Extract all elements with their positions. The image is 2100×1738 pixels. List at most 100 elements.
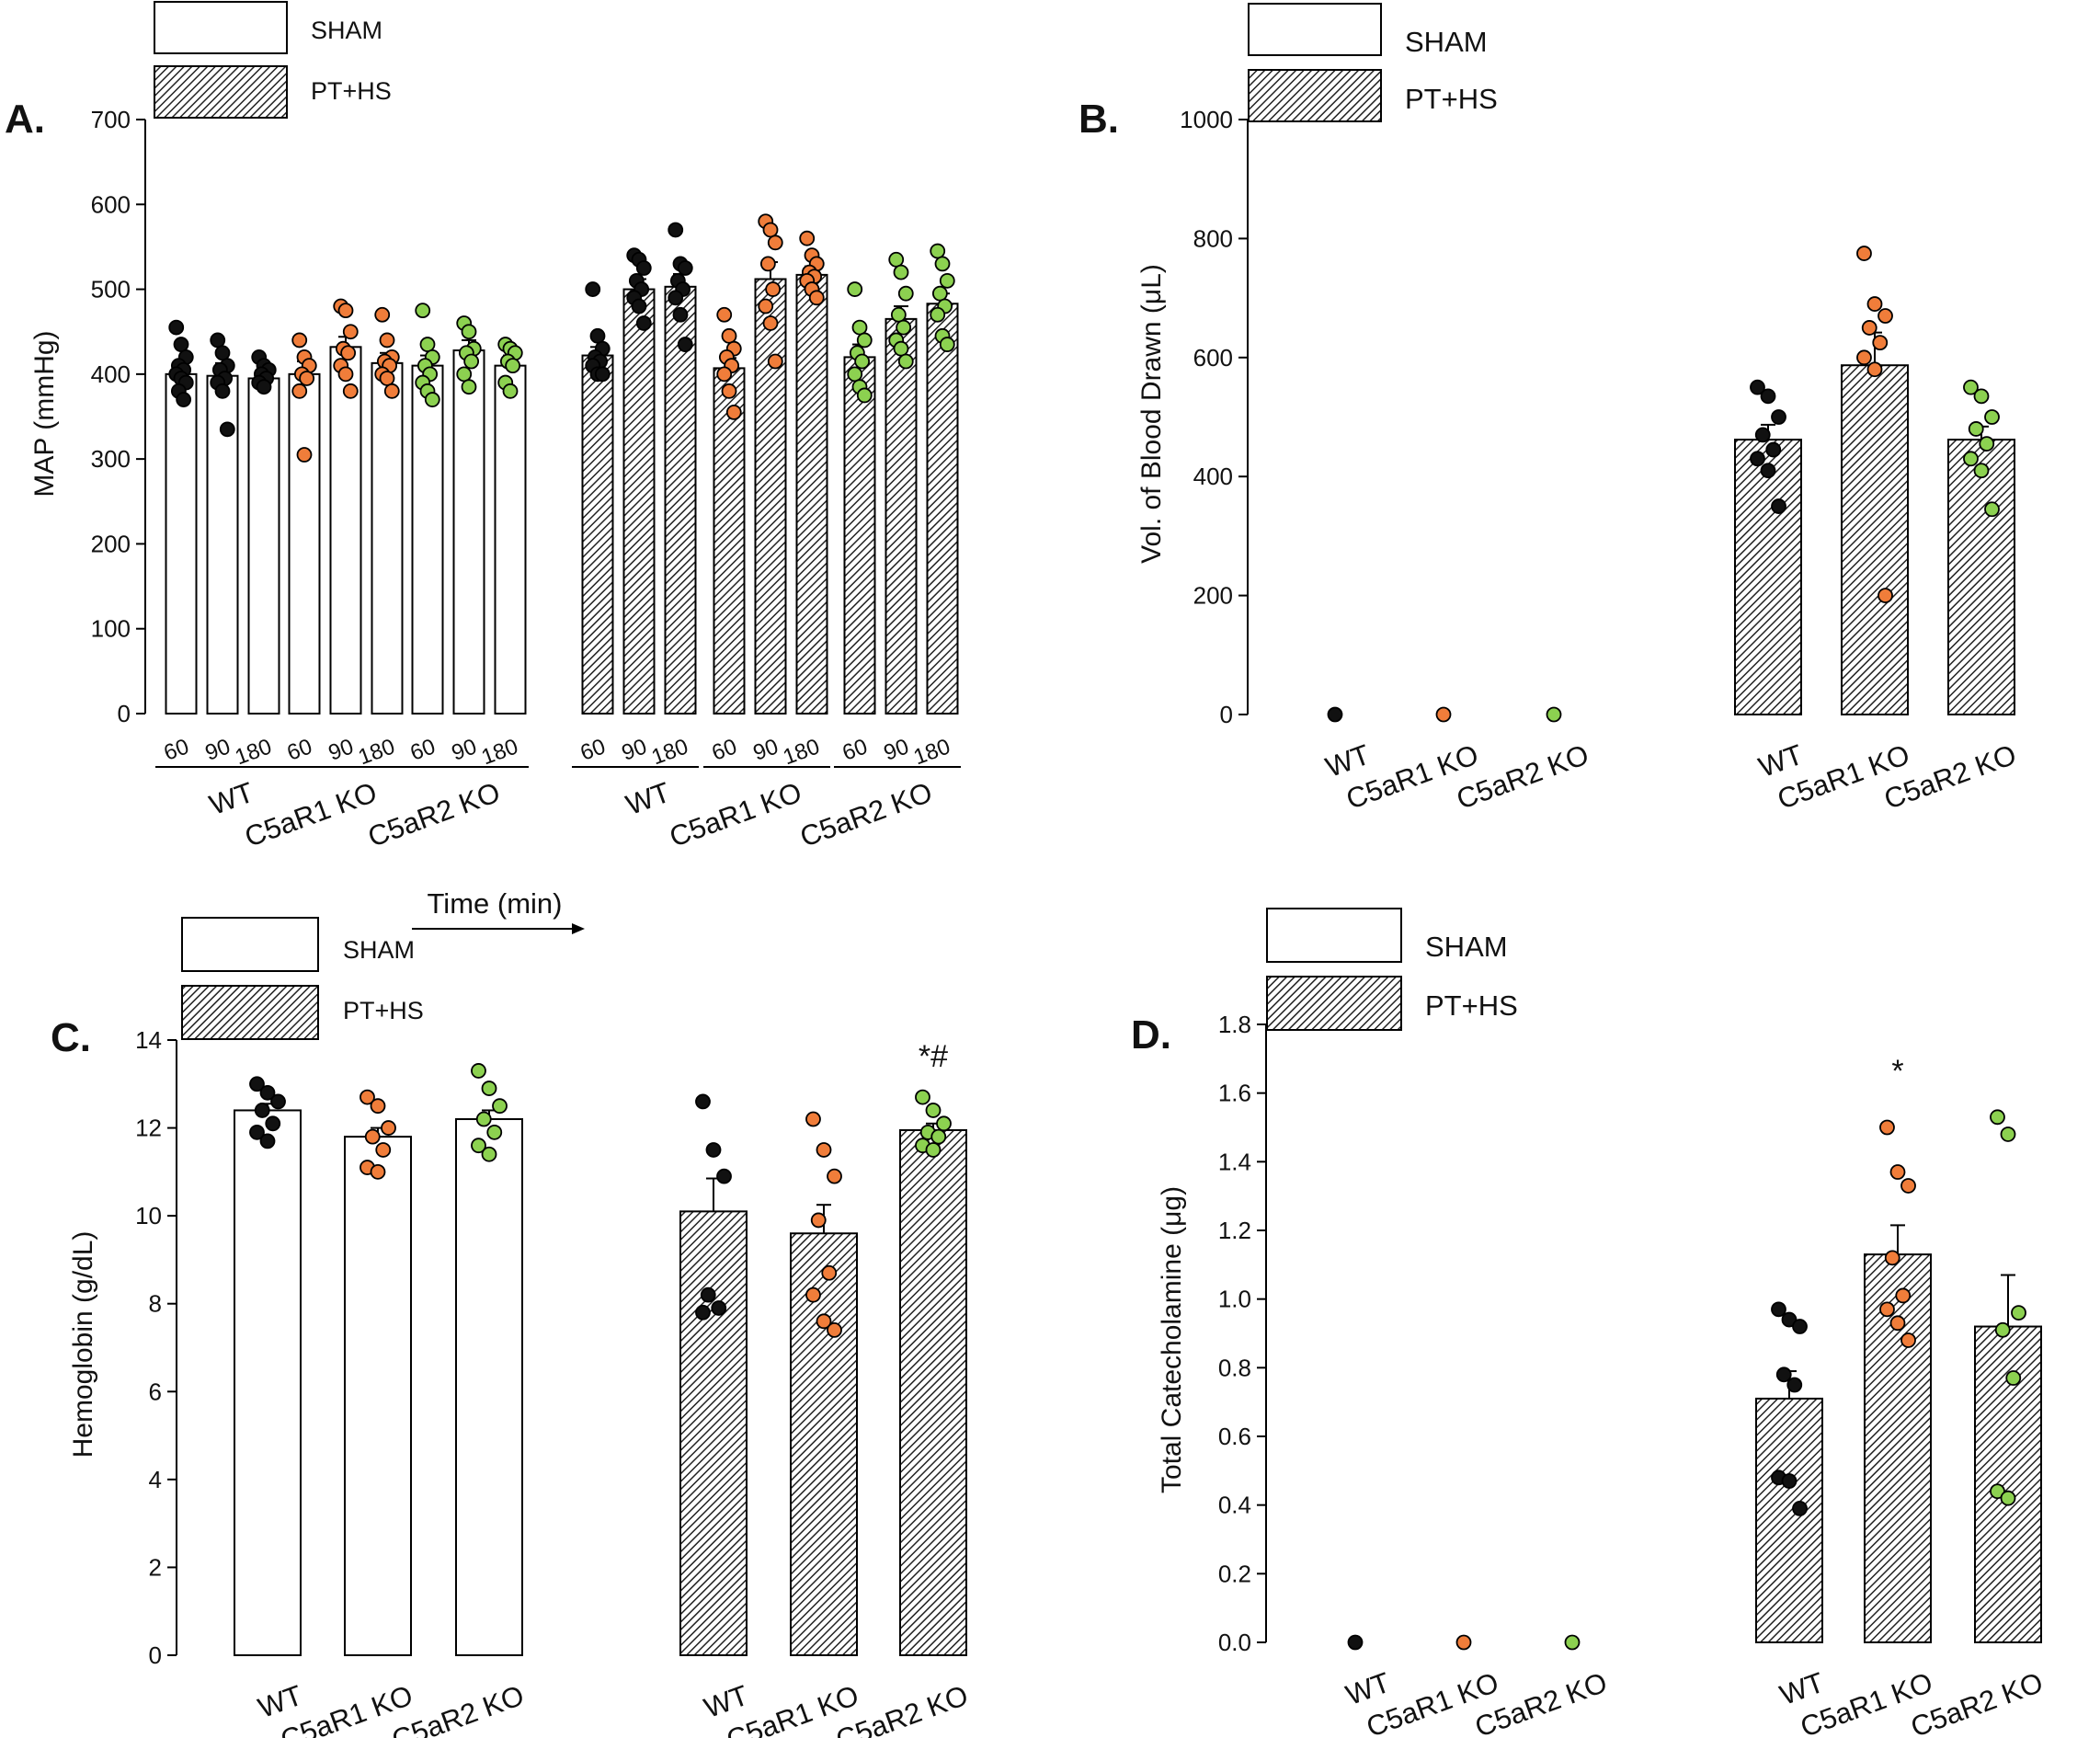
legend-pths-swatch xyxy=(1248,69,1382,122)
point-sham-c5ar2-ko-180 xyxy=(505,358,521,374)
genotype-label-c5ar2-ko: C5aR2 KO xyxy=(364,776,505,853)
bar-sham-c5ar1-ko-60 xyxy=(288,372,321,715)
point-pt-hs-c5ar1-ko xyxy=(816,1313,832,1330)
y-tick-label: 0.4 xyxy=(1218,1492,1251,1519)
point-sham-c5ar1-ko-90 xyxy=(340,345,357,361)
point-pt-hs-c5ar1-ko xyxy=(827,1321,842,1338)
point-sham-wt xyxy=(249,1076,265,1092)
point-sham-c5ar1-ko xyxy=(364,1128,381,1145)
point-sham-c5ar2-ko xyxy=(475,1111,492,1127)
bar-pt-hs-c5ar2-ko xyxy=(1947,439,2015,715)
time-tick-label: 180 xyxy=(648,734,691,770)
y-tick-label: 10 xyxy=(135,1202,162,1229)
point-pt-hs-c5ar2-ko-90 xyxy=(896,319,912,336)
point-pt-hs-wt xyxy=(705,1142,722,1158)
point-pt-hs-c5ar2-ko-180 xyxy=(934,256,951,272)
panel-a-letter: A. xyxy=(5,97,45,142)
panel-b-letter: B. xyxy=(1079,97,1119,142)
point-pt-hs-c5ar1-ko-60 xyxy=(721,327,737,344)
point-pt-hs-c5ar1-ko-90 xyxy=(759,256,776,272)
point-pt-hs-c5ar1-ko-60 xyxy=(716,366,733,383)
panel-a-ylabel: MAP (mmHg) xyxy=(29,330,60,497)
point-pt-hs-c5ar1-ko-90 xyxy=(762,222,779,238)
bar-pt-hs-c5ar1-ko-90 xyxy=(754,278,787,715)
y-tick-label: 1.0 xyxy=(1218,1286,1251,1313)
point-pt-hs-c5ar1-ko xyxy=(1856,246,1872,261)
point-pt-hs-c5ar2-ko-90 xyxy=(893,340,909,357)
point-sham-wt-60 xyxy=(173,337,189,352)
point-sham-c5ar2-ko-90 xyxy=(461,379,477,395)
point-sham-c5ar2-ko xyxy=(486,1124,503,1140)
point-pt-hs-c5ar2-ko xyxy=(915,1089,930,1105)
point-sham-c5ar2-ko xyxy=(471,1138,486,1154)
point-sham-c5ar1-ko xyxy=(381,1120,396,1136)
bar-pt-hs-c5ar2-ko-180 xyxy=(926,303,959,715)
bar-pt-hs-c5ar2-ko xyxy=(899,1128,967,1656)
point-pt-hs-c5ar1-ko-60 xyxy=(721,383,737,399)
point-pt-hs-wt xyxy=(1775,1366,1792,1383)
time-tick-label: 90 xyxy=(619,734,650,766)
point-pt-hs-wt-180 xyxy=(672,306,689,323)
significance-marker: *# xyxy=(919,1039,948,1074)
point-pt-hs-c5ar1-ko xyxy=(1866,361,1883,378)
y-tick-label: 2 xyxy=(149,1553,162,1581)
bar-pt-hs-c5ar2-ko-90 xyxy=(885,317,918,715)
point-pt-hs-c5ar2-ko-90 xyxy=(897,353,914,370)
point-sham-wt xyxy=(1347,1634,1364,1651)
point-pt-hs-c5ar2-ko-60 xyxy=(856,387,873,404)
point-sham-c5ar1-ko-90 xyxy=(342,383,359,399)
bar-pt-hs-wt-60 xyxy=(581,354,614,715)
point-pt-hs-c5ar2-ko xyxy=(1973,388,1990,405)
point-sham-c5ar1-ko xyxy=(1435,706,1452,723)
point-pt-hs-c5ar2-ko xyxy=(1968,421,1984,437)
point-pt-hs-wt-60 xyxy=(589,327,606,344)
point-pt-hs-c5ar2-ko xyxy=(936,1115,952,1132)
panel-c-letter: C. xyxy=(51,1015,91,1060)
bar-pt-hs-c5ar1-ko-180 xyxy=(795,273,828,715)
point-pt-hs-wt xyxy=(1786,1377,1803,1393)
point-pt-hs-c5ar1-ko-60 xyxy=(725,404,742,420)
point-pt-hs-c5ar2-ko xyxy=(930,1128,947,1145)
genotype-label-wt: WT xyxy=(205,776,257,821)
point-pt-hs-wt xyxy=(695,1093,711,1110)
point-pt-hs-wt xyxy=(1771,498,1786,514)
point-pt-hs-c5ar1-ko xyxy=(816,1142,832,1158)
point-pt-hs-c5ar1-ko xyxy=(1884,1250,1900,1266)
time-tick-label: 60 xyxy=(709,734,740,766)
panel-b-legend: SHAM PT+HS xyxy=(1248,3,1498,122)
point-sham-c5ar2-ko xyxy=(481,1081,497,1096)
genotype-label-c5ar2-ko: C5aR2 KO xyxy=(796,776,937,853)
point-pt-hs-c5ar2-ko xyxy=(1990,1483,2005,1500)
time-axis-label: Time (min) xyxy=(428,887,563,920)
y-tick-label: 200 xyxy=(91,530,131,557)
point-pt-hs-wt-180 xyxy=(677,260,693,276)
bar-pt-hs-c5ar1-ko-60 xyxy=(713,367,746,715)
bar-pt-hs-wt xyxy=(1734,439,1802,715)
bar-sham-c5ar2-ko-90 xyxy=(452,349,485,715)
time-tick-label: 180 xyxy=(478,734,521,770)
point-pt-hs-wt xyxy=(1760,463,1776,479)
point-pt-hs-wt-180 xyxy=(668,290,684,306)
point-pt-hs-c5ar1-ko-180 xyxy=(799,230,816,246)
point-pt-hs-c5ar2-ko-60 xyxy=(856,332,873,349)
panel-d-ylabel: Total Catecholamine (μg) xyxy=(1157,1186,1187,1493)
time-tick-label: 60 xyxy=(577,734,609,766)
y-tick-label: 0.8 xyxy=(1218,1354,1251,1381)
point-pt-hs-c5ar1-ko xyxy=(821,1264,838,1281)
point-pt-hs-c5ar1-ko-90 xyxy=(758,298,774,314)
point-pt-hs-wt xyxy=(1781,1311,1798,1328)
point-pt-hs-c5ar2-ko-60 xyxy=(847,366,863,383)
point-pt-hs-wt xyxy=(700,1286,716,1303)
point-sham-c5ar1-ko-90 xyxy=(342,324,359,340)
point-pt-hs-c5ar2-ko-180 xyxy=(939,272,955,289)
panel-c-legend: SHAM PT+HS xyxy=(181,917,424,1040)
point-pt-hs-c5ar1-ko xyxy=(1861,320,1877,336)
point-pt-hs-c5ar2-ko-60 xyxy=(847,281,863,297)
point-sham-c5ar1-ko-60 xyxy=(296,447,313,463)
point-pt-hs-c5ar2-ko xyxy=(925,1142,942,1158)
point-sham-c5ar1-ko-60 xyxy=(291,332,308,349)
point-pt-hs-wt-60 xyxy=(594,366,611,383)
time-axis-annotation: Time (min) xyxy=(412,887,585,934)
